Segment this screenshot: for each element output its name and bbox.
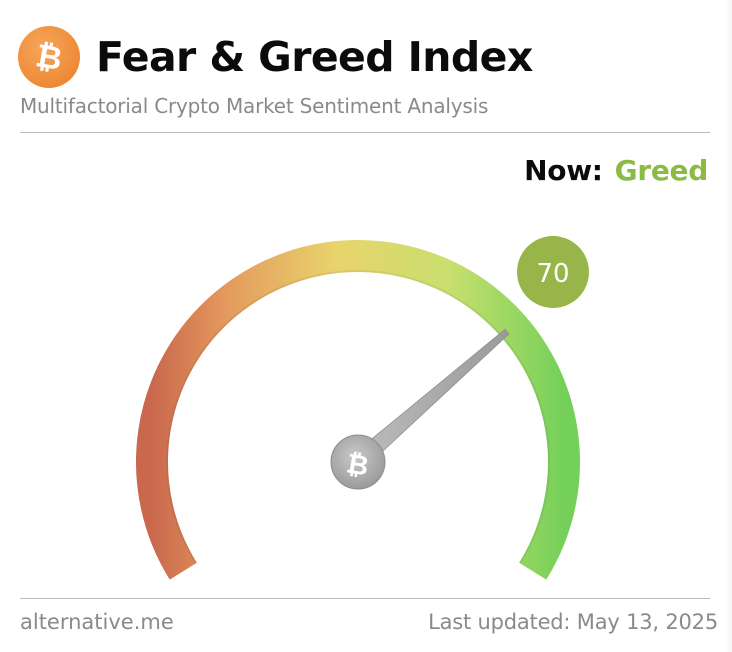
divider [20, 132, 710, 133]
score-value: 70 [536, 259, 569, 289]
now-label: Now: [524, 154, 603, 187]
last-updated: Last updated: May 13, 2025 [428, 610, 718, 634]
score-badge: 70 [517, 236, 589, 308]
page-subtitle: Multifactorial Crypto Market Sentiment A… [20, 94, 489, 118]
gauge-arc-shade [166, 270, 550, 564]
bitcoin-icon: ₿ [18, 26, 80, 88]
divider [20, 598, 710, 599]
page-title: Fear & Greed Index [96, 33, 533, 81]
header: ₿ Fear & Greed Index [18, 22, 533, 92]
now-value: Greed [614, 154, 709, 187]
card-edge [726, 0, 732, 652]
source-link[interactable]: alternative.me [20, 610, 174, 634]
now-status: Now: Greed [524, 154, 708, 187]
bitcoin-icon: ₿ [330, 434, 386, 490]
svg-text:₿: ₿ [33, 37, 65, 77]
svg-text:₿: ₿ [344, 448, 371, 482]
gauge-arc [136, 240, 580, 580]
